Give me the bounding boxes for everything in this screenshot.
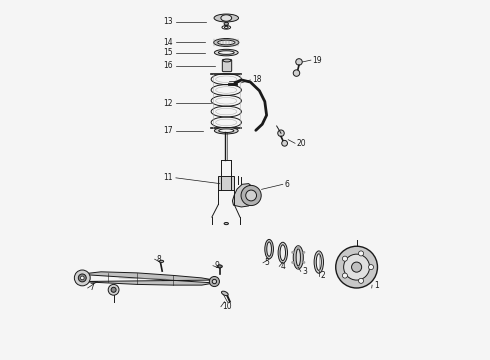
Text: 20: 20 [297, 139, 306, 148]
Circle shape [297, 266, 300, 269]
Circle shape [111, 287, 116, 292]
Text: 2: 2 [320, 271, 325, 280]
Text: 19: 19 [313, 56, 322, 65]
Ellipse shape [214, 14, 239, 22]
Text: 6: 6 [285, 180, 290, 189]
Circle shape [80, 276, 84, 280]
Ellipse shape [267, 242, 271, 256]
Ellipse shape [314, 251, 323, 273]
Polygon shape [232, 184, 256, 207]
Ellipse shape [221, 15, 232, 21]
Circle shape [302, 261, 305, 264]
Ellipse shape [223, 59, 231, 62]
Circle shape [359, 278, 364, 283]
Circle shape [282, 140, 288, 146]
Circle shape [293, 70, 300, 76]
Ellipse shape [218, 40, 235, 45]
Circle shape [291, 251, 294, 254]
Circle shape [296, 59, 302, 65]
Ellipse shape [215, 49, 238, 56]
FancyBboxPatch shape [222, 59, 232, 72]
Ellipse shape [296, 249, 300, 266]
Circle shape [108, 284, 119, 295]
Circle shape [343, 273, 347, 278]
Ellipse shape [293, 246, 303, 269]
Ellipse shape [316, 254, 321, 270]
Circle shape [78, 274, 86, 282]
Circle shape [241, 185, 261, 206]
Circle shape [74, 270, 90, 286]
Text: 10: 10 [222, 302, 232, 311]
Text: 12: 12 [164, 99, 173, 108]
Text: 1: 1 [374, 281, 379, 289]
Polygon shape [79, 272, 215, 285]
Ellipse shape [265, 239, 273, 259]
Ellipse shape [224, 222, 228, 225]
Circle shape [343, 254, 369, 280]
Ellipse shape [224, 22, 228, 25]
Ellipse shape [215, 127, 238, 134]
Text: 18: 18 [252, 76, 262, 85]
Circle shape [209, 276, 220, 287]
Text: 5: 5 [265, 258, 270, 267]
Circle shape [212, 279, 217, 284]
Ellipse shape [217, 265, 222, 268]
Text: 4: 4 [281, 262, 286, 271]
Circle shape [291, 261, 294, 264]
Circle shape [343, 256, 347, 261]
Circle shape [368, 265, 373, 270]
Ellipse shape [278, 242, 288, 263]
Circle shape [351, 262, 362, 272]
Ellipse shape [214, 39, 239, 46]
Text: 17: 17 [163, 126, 173, 135]
Text: 7: 7 [90, 284, 95, 292]
Ellipse shape [159, 260, 164, 262]
Circle shape [302, 251, 305, 254]
Text: 14: 14 [163, 38, 173, 47]
Bar [219, 176, 234, 190]
Circle shape [219, 265, 221, 268]
Text: 9: 9 [215, 261, 220, 270]
Text: 13: 13 [163, 17, 173, 26]
Ellipse shape [219, 51, 234, 54]
Circle shape [336, 246, 377, 288]
Text: 15: 15 [163, 48, 173, 57]
Circle shape [297, 246, 300, 249]
Text: 8: 8 [156, 255, 161, 264]
Text: 16: 16 [163, 61, 173, 70]
Ellipse shape [219, 129, 234, 132]
Text: 11: 11 [164, 174, 173, 183]
Circle shape [278, 130, 284, 136]
Ellipse shape [280, 245, 286, 261]
Circle shape [359, 251, 364, 256]
Text: 3: 3 [303, 267, 308, 276]
Circle shape [245, 190, 257, 201]
Ellipse shape [221, 291, 228, 296]
